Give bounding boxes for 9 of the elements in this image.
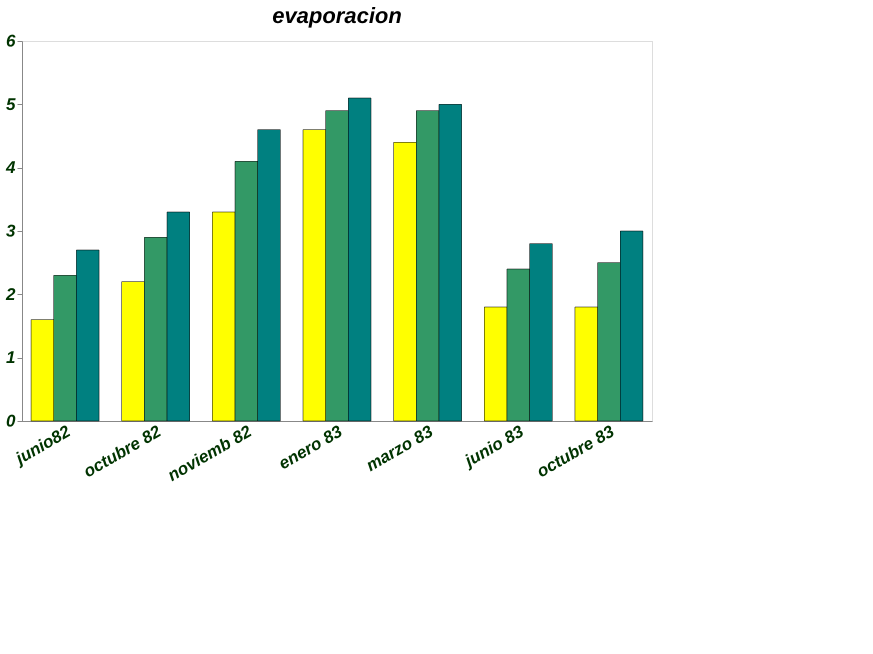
chart-title: evaporacion xyxy=(272,3,402,28)
y-tick-label: 5 xyxy=(6,94,16,114)
y-tick-label: 1 xyxy=(6,348,16,368)
x-tick-label: enero 83 xyxy=(275,422,346,474)
y-tick-label: 4 xyxy=(5,158,16,178)
y-tick-label: 3 xyxy=(6,222,16,240)
y-tick-label: 0 xyxy=(6,412,16,430)
y-tick-label: 2 xyxy=(5,284,16,304)
y-tick-label: 6 xyxy=(6,32,16,50)
